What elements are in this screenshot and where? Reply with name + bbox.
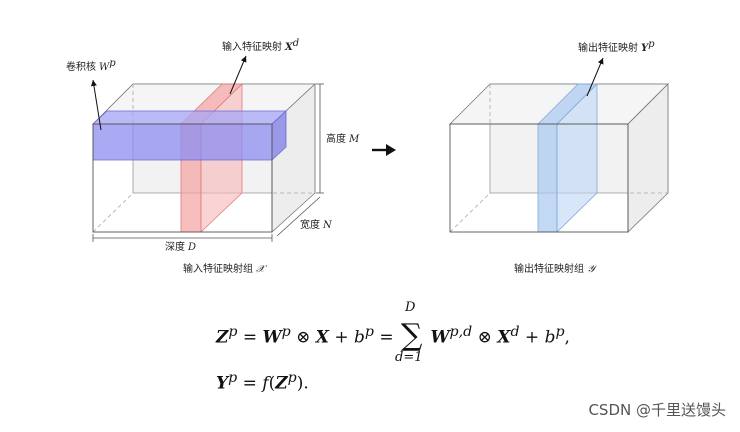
- input-caption: 输入特征映射组 𝒳: [183, 262, 268, 275]
- input-volume: [91, 83, 317, 233]
- height-label: 高度 M: [326, 132, 360, 145]
- input-map-pointer-arrow: [229, 55, 247, 95]
- output-volume-front-face: [449, 123, 629, 233]
- kernel-top: [91, 110, 288, 125]
- watermark: CSDN @千里送馒头: [588, 401, 726, 419]
- width-label: 宽度 N: [300, 218, 333, 231]
- kernel-front: [92, 123, 273, 161]
- input-map-label: 输入特征映射 Xd: [222, 38, 299, 53]
- kernel-pointer-arrow: [90, 79, 102, 131]
- width-dimension-line: [276, 196, 321, 237]
- output-map-label: 输出特征映射 Yp: [578, 39, 655, 54]
- equation-convolution: Zp = Wp ⊗ X + bp = D ∑ d=1 Wp,d ⊗ Xd + b…: [216, 299, 570, 365]
- output-volume: [449, 83, 669, 233]
- output-map-pointer-arrow: [586, 57, 604, 97]
- input-volume-front-face: [92, 123, 273, 233]
- equation-activation: Yp = f(Zp).: [216, 370, 309, 394]
- summation: D ∑ d=1: [395, 299, 423, 365]
- output-slice-side: [556, 83, 598, 233]
- output-caption: 输出特征映射组 𝒴: [514, 262, 598, 275]
- transform-arrow: [372, 144, 396, 156]
- kernel-label: 卷积核 Wp: [66, 58, 116, 73]
- depth-label: 深度 D: [165, 240, 196, 253]
